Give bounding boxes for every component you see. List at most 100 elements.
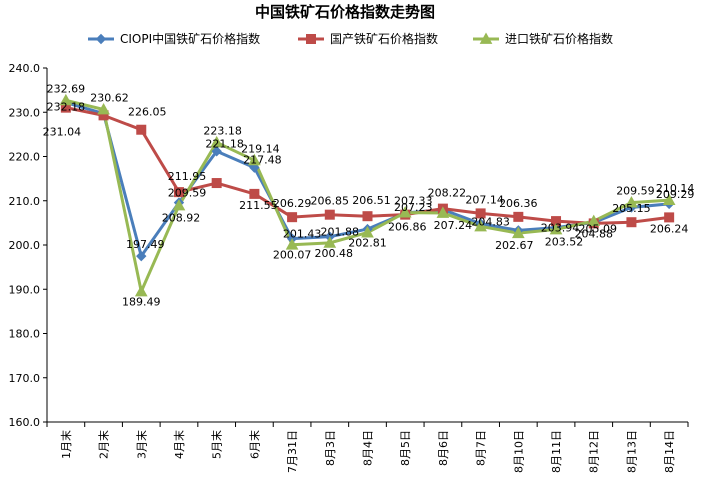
data-label: 230.62 [90, 92, 129, 105]
data-label: 207.33 [394, 195, 433, 208]
y-tick-label: 240.0 [9, 62, 41, 75]
series-marker [249, 188, 260, 199]
data-label: 203.52 [545, 235, 584, 248]
x-tick-label: 8月7日 [475, 430, 488, 466]
series-marker [662, 193, 676, 206]
legend: CIOPI中国铁矿石价格指数 国产铁矿石价格指数 进口铁矿石价格指数 [88, 31, 613, 46]
series-marker [511, 226, 525, 239]
data-label: 206.51 [352, 194, 391, 207]
data-label: 205.15 [612, 202, 651, 215]
data-label: 221.18 [205, 137, 244, 150]
series-marker [211, 178, 222, 189]
data-label: 232.69 [47, 82, 86, 95]
data-label: 226.05 [128, 106, 167, 119]
series-marker [323, 236, 337, 248]
data-label: 206.24 [650, 222, 689, 235]
data-label: 232.18 [47, 101, 86, 114]
series-marker [587, 214, 601, 227]
data-label: 202.67 [495, 239, 534, 252]
data-label: 206.85 [311, 195, 350, 208]
data-label: 209.59 [616, 185, 655, 198]
data-label: 207.14 [465, 193, 504, 206]
y-tick-label: 200.0 [9, 239, 41, 252]
data-label: 210.14 [656, 182, 695, 195]
series-marker [59, 93, 73, 106]
data-label: 189.49 [122, 296, 161, 309]
data-label: 208.92 [162, 212, 201, 225]
data-label: 201.88 [321, 226, 360, 239]
x-tick-label: 5月末 [210, 430, 224, 459]
x-tick-label: 2月末 [97, 430, 111, 459]
data-label: 219.14 [241, 142, 280, 155]
data-label: 209.59 [168, 187, 207, 200]
data-label: 200.48 [315, 247, 354, 260]
series-marker [398, 206, 412, 218]
legend-marker [306, 34, 316, 44]
data-label: 203.94 [541, 222, 580, 235]
y-tick-label: 190.0 [9, 283, 41, 296]
data-label: 200.07 [273, 249, 312, 262]
x-tick-label: 4月末 [172, 430, 186, 459]
data-label: 202.81 [348, 237, 387, 250]
series-marker [362, 211, 373, 222]
x-tick-label: 6月末 [247, 430, 261, 459]
y-tick-label: 180.0 [9, 328, 41, 341]
x-tick-label: 7月31日 [286, 430, 299, 473]
series-marker [211, 146, 222, 157]
data-labels: 232.18 197.49 209.59 221.18 217.48 201.43 201.… [43, 82, 695, 308]
y-tick-label: 170.0 [9, 372, 41, 385]
series-marker [324, 209, 335, 220]
x-tick-label: 1月末 [59, 430, 73, 459]
series-marker [549, 222, 563, 235]
series-marker [136, 124, 147, 135]
data-label: 205.09 [578, 222, 617, 235]
series-marker [287, 212, 298, 223]
legend-label: 国产铁矿石价格指数 [330, 31, 438, 46]
y-tick-label: 160.0 [9, 416, 41, 429]
data-label: 206.29 [273, 197, 312, 210]
data-label: 207.23 [394, 201, 433, 214]
data-label: 211.55 [239, 199, 278, 212]
series-marker [475, 208, 486, 219]
series-marker [210, 135, 224, 148]
legend-label: 进口铁矿石价格指数 [505, 31, 613, 46]
data-label: 206.36 [499, 197, 538, 210]
series-marker [97, 102, 110, 115]
series-marker [136, 250, 147, 262]
y-tick-label: 220.0 [9, 151, 41, 164]
data-label: 204.88 [574, 227, 613, 240]
x-tick-label: 8月13日 [625, 430, 638, 473]
series-marker [513, 211, 524, 222]
data-label: 211.95 [168, 170, 207, 183]
data-label: 209.29 [656, 188, 695, 201]
series-marker [134, 284, 148, 297]
series-marker [626, 217, 637, 228]
series-marker [474, 219, 487, 232]
series-marker [625, 196, 638, 208]
x-tick-label: 8月12日 [588, 430, 601, 473]
data-label: 197.49 [126, 238, 165, 251]
series-marker [664, 212, 675, 223]
legend-marker [479, 32, 493, 44]
data-label: 217.48 [243, 154, 282, 167]
legend-label: CIOPI中国铁矿石价格指数 [120, 31, 260, 46]
x-tick-label: 8月6日 [437, 430, 450, 466]
x-tick-label: 8月10日 [512, 430, 525, 473]
series-markers [59, 93, 676, 297]
series-marker [249, 162, 260, 173]
chart-title: 中国铁矿石价格指数走势图 [255, 3, 435, 21]
data-label: 206.86 [388, 221, 427, 234]
data-label: 208.22 [428, 187, 467, 200]
y-tick-label: 230.0 [9, 106, 41, 119]
x-tick-label: 8月14日 [663, 430, 676, 473]
data-label: 207.24 [434, 219, 473, 232]
series-marker [172, 198, 186, 211]
legend-marker [95, 33, 107, 45]
x-tick-label: 8月3日 [324, 430, 337, 466]
x-tick-label: 8月4日 [362, 430, 375, 466]
series-marker [285, 238, 299, 250]
data-label: 201.43 [283, 228, 322, 241]
data-label: 231.04 [43, 126, 82, 139]
